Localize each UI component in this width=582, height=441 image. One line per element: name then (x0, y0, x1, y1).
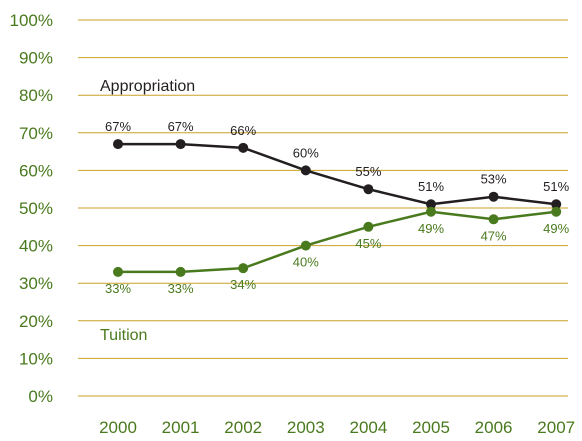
y-tick-label: 80% (19, 86, 53, 105)
data-label: 55% (355, 164, 381, 179)
series-line-tuition (118, 210, 557, 274)
y-tick-label: 40% (19, 237, 53, 256)
y-tick-label: 90% (19, 49, 53, 68)
data-label: 49% (418, 221, 444, 236)
y-tick-label: 20% (19, 312, 53, 331)
y-tick-label: 10% (19, 349, 53, 368)
y-tick-label: 60% (19, 161, 53, 180)
series-group: 67% 67% 66% 60% 55% 51% 53% 51% 33% 33% 34% 40% 45% 4… (105, 119, 570, 296)
data-label: 45% (355, 236, 381, 251)
y-tick-label: 0% (28, 387, 53, 406)
y-axis-ticks: 0% 10% 20% 30% 40% 50% 60% 70% 80% 90% 100% (10, 11, 53, 406)
y-tick-label: 70% (19, 124, 53, 143)
data-point (238, 263, 249, 274)
x-tick-label: 2007 (537, 418, 575, 437)
data-label: 67% (168, 119, 194, 134)
data-label: 40% (293, 255, 319, 270)
data-point (551, 206, 562, 217)
data-point (363, 184, 374, 195)
x-tick-label: 2006 (475, 418, 513, 437)
data-point (300, 165, 311, 176)
data-point (175, 266, 186, 277)
series-label-appropriation: Appropriation (100, 78, 195, 95)
data-label: 51% (418, 179, 444, 194)
data-label: 67% (105, 119, 131, 134)
data-point (300, 240, 311, 251)
series-line-appropriation (118, 142, 557, 206)
x-tick-label: 2003 (287, 418, 325, 437)
x-tick-label: 2002 (224, 418, 262, 437)
gridlines (78, 19, 568, 397)
data-point (238, 142, 249, 153)
data-label: 47% (481, 228, 507, 243)
data-label: 53% (481, 172, 507, 187)
data-label: 49% (543, 221, 569, 236)
x-tick-label: 2001 (162, 418, 200, 437)
data-point (426, 206, 436, 217)
data-label: 51% (543, 179, 569, 194)
y-tick-label: 30% (19, 274, 53, 293)
data-label: 33% (168, 281, 194, 296)
data-point (113, 266, 123, 277)
data-point (551, 199, 562, 210)
data-label: 33% (105, 281, 131, 296)
data-point (363, 221, 374, 232)
x-tick-label: 2005 (412, 418, 450, 437)
data-point (175, 139, 186, 150)
x-tick-label: 2000 (99, 418, 137, 437)
data-point (488, 191, 499, 202)
data-point (113, 139, 123, 150)
data-point (426, 199, 436, 210)
x-tick-label: 2004 (349, 418, 387, 437)
series-label-tuition: Tuition (100, 327, 147, 344)
y-tick-label: 50% (19, 199, 53, 218)
data-label: 34% (230, 277, 256, 292)
data-point (488, 214, 499, 225)
y-tick-label: 100% (10, 11, 53, 30)
x-axis-ticks: 2000 2001 2002 2003 2004 2005 2006 2007 (99, 418, 575, 437)
data-label: 66% (230, 123, 256, 138)
data-label: 60% (293, 145, 319, 160)
